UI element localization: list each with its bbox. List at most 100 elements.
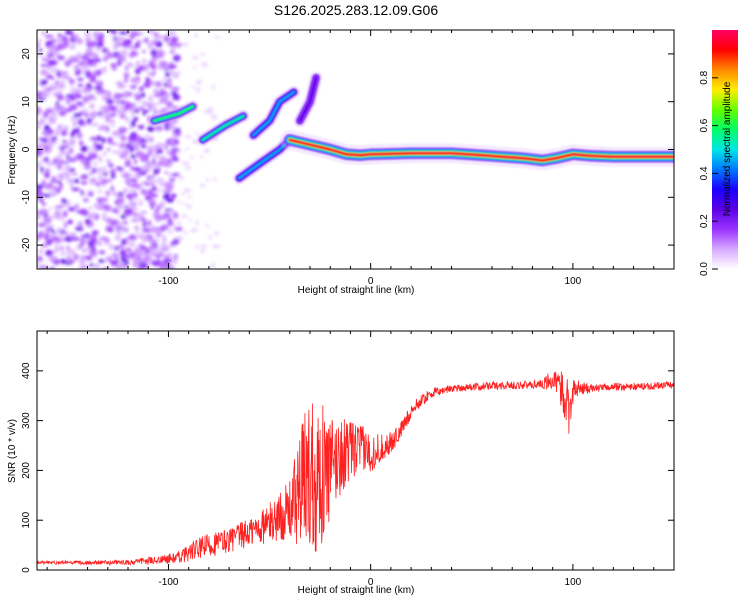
heatmap-noise-blob — [165, 149, 173, 155]
heatmap-noise-blob — [89, 111, 99, 118]
heatmap-noise-blob — [82, 61, 86, 65]
heatmap-noise-blob — [79, 240, 85, 248]
heatmap-noise-blob — [110, 185, 115, 192]
heatmap-noise-blob — [141, 100, 148, 107]
x-tick-label: 100 — [565, 577, 582, 588]
heatmap-noise-blob — [88, 172, 94, 175]
heatmap-noise-blob — [44, 156, 49, 163]
heatmap-noise-blob — [54, 241, 59, 248]
heatmap-noise-blob — [162, 213, 169, 220]
heatmap-noise-blob — [48, 254, 57, 262]
heatmap-noise-blob — [135, 60, 141, 65]
heatmap-noise-blob — [158, 60, 168, 67]
heatmap-noise-blob — [101, 197, 109, 202]
heatmap-noise-blob — [101, 95, 106, 101]
heatmap-noise-blob — [130, 120, 136, 128]
heatmap-noise-blob — [37, 107, 43, 115]
heatmap-noise-blob — [89, 137, 99, 141]
heatmap-noise-blob — [163, 34, 170, 41]
heatmap-noise-blob — [80, 145, 89, 152]
heatmap-noise-blob — [105, 125, 109, 133]
heatmap-noise-blob — [62, 202, 67, 208]
heatmap-noise-blob — [40, 64, 48, 68]
heatmap-noise-blob — [48, 84, 55, 90]
heatmap-noise-blob — [63, 141, 70, 146]
heatmap-noise-blob — [193, 65, 197, 69]
heatmap-noise-blob — [199, 155, 204, 159]
heatmap-noise-blob — [169, 209, 175, 214]
heatmap-noise-blob — [45, 35, 50, 39]
heatmap-noise-blob — [204, 109, 212, 114]
heatmap-noise-blob — [89, 74, 97, 81]
heatmap-noise-blob — [53, 235, 59, 241]
heatmap-noise-blob — [186, 204, 192, 209]
heatmap-noise-blob — [162, 234, 167, 241]
heatmap-noise-blob — [141, 109, 150, 113]
heatmap-noise-blob — [165, 100, 173, 108]
x-tick-label: 0 — [368, 276, 374, 287]
heatmap-noise-blob — [118, 111, 127, 115]
heatmap-noise-blob — [100, 89, 108, 95]
heatmap-noise-blob — [60, 245, 64, 252]
heatmap-noise-blob — [176, 221, 182, 225]
heatmap-noise-blob — [199, 52, 206, 56]
heatmap-noise-blob — [123, 72, 130, 78]
heatmap-noise-blob — [56, 125, 63, 132]
heatmap-noise-blob — [209, 110, 214, 115]
heatmap-noise-blob — [84, 218, 91, 225]
snr-frame — [36, 330, 675, 571]
heatmap-noise-blob — [70, 131, 75, 138]
heatmap-noise-blob — [81, 123, 86, 127]
heatmap-noise-blob — [62, 144, 70, 149]
heatmap-noise-blob — [126, 62, 133, 68]
heatmap-noise-blob — [193, 132, 201, 135]
heatmap-noise-blob — [115, 56, 125, 60]
heatmap-noise-blob — [123, 227, 129, 233]
heatmap-noise-blob — [106, 148, 111, 151]
heatmap-noise-blob — [147, 219, 152, 227]
heatmap-noise-blob — [116, 98, 122, 104]
heatmap-noise-blob — [69, 32, 75, 36]
heatmap-noise-blob — [67, 220, 73, 224]
heatmap-noise-blob — [101, 165, 108, 174]
heatmap-noise-blob — [116, 228, 123, 235]
heatmap-noise-blob — [93, 149, 98, 155]
heatmap-noise-blob — [115, 36, 122, 42]
heatmap-noise-blob — [143, 83, 152, 87]
heatmap-noise-blob — [73, 113, 82, 118]
heatmap-noise-blob — [146, 179, 154, 184]
heatmap-noise-blob — [155, 233, 162, 237]
heatmap-noise-blob — [76, 101, 83, 106]
heatmap-noise-blob — [58, 183, 63, 186]
heatmap-noise-blob — [168, 137, 172, 145]
heatmap-noise-blob — [94, 122, 98, 126]
heatmap-noise-blob — [70, 85, 75, 93]
heatmap-noise-blob — [70, 39, 76, 43]
heatmap-noise-blob — [171, 173, 180, 177]
heatmap-noise-blob — [94, 144, 104, 151]
heatmap-noise-blob — [134, 228, 140, 234]
heatmap-noise-blob — [210, 114, 218, 120]
heatmap-noise-blob — [118, 103, 127, 110]
heatmap-noise-blob — [45, 92, 51, 96]
heatmap-noise-blob — [38, 118, 46, 126]
heatmap-noise-blob — [117, 84, 126, 89]
heatmap-noise-blob — [93, 263, 101, 269]
heatmap-noise-blob — [191, 86, 196, 89]
heatmap-noise-blob — [165, 198, 175, 203]
heatmap-noise-blob — [83, 158, 91, 162]
heatmap-noise-blob — [77, 69, 82, 74]
heatmap-noise-blob — [156, 35, 163, 38]
heatmap-noise-blob — [102, 55, 109, 62]
heatmap-noise-blob — [180, 192, 186, 196]
heatmap-noise-blob — [148, 136, 154, 143]
heatmap-noise-blob — [59, 216, 65, 222]
heatmap-noise-blob — [156, 48, 163, 54]
heatmap-noise-blob — [98, 173, 103, 182]
heatmap-noise-blob — [77, 83, 84, 88]
heatmap-noise-blob — [142, 112, 146, 116]
heatmap-noise-blob — [173, 253, 178, 260]
heatmap-noise-blob — [107, 90, 111, 97]
heatmap-noise-blob — [147, 41, 153, 49]
